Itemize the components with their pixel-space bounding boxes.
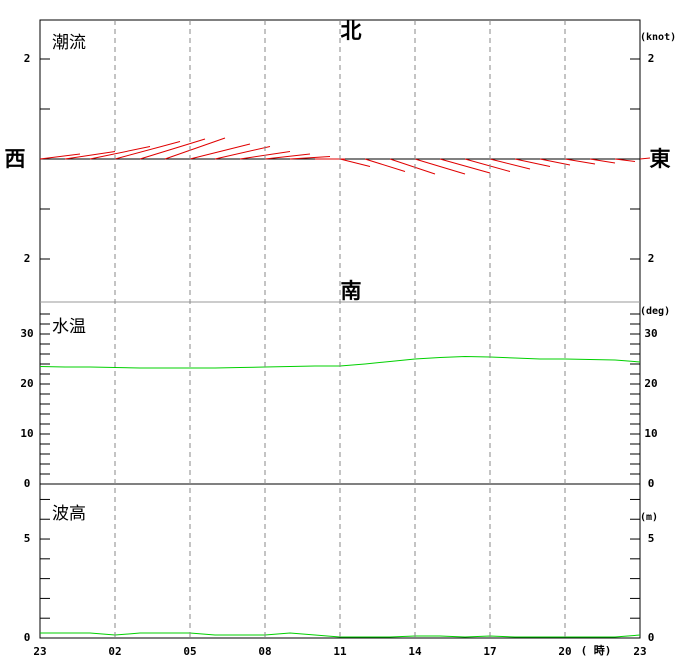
x-tick-label: 20 — [558, 645, 571, 658]
panel-title: 水温 — [52, 317, 86, 337]
y-tick-label: 2 — [648, 252, 655, 265]
current-vector — [414, 158, 466, 175]
y-tick-label: 20 — [20, 377, 33, 390]
current-vector — [389, 158, 436, 175]
line-series — [40, 632, 641, 638]
current-vector — [589, 158, 616, 164]
current-vector — [364, 158, 406, 172]
y-tick-label: 0 — [648, 631, 655, 644]
current-vector — [89, 146, 151, 160]
y-tick-label: 20 — [644, 377, 657, 390]
y-tick-label: 5 — [24, 532, 31, 545]
x-tick-label: 02 — [108, 645, 121, 658]
current-vector — [164, 137, 226, 160]
y-tick-label: 10 — [644, 427, 657, 440]
y-tick-label: 2 — [24, 252, 31, 265]
current-vector — [489, 158, 531, 170]
x-tick-label: 23 — [633, 645, 646, 658]
y-tick-label: 0 — [24, 631, 31, 644]
unit-label: (knot) — [640, 32, 676, 43]
panel-title: 潮流 — [52, 33, 86, 53]
x-tick-label: 05 — [183, 645, 196, 658]
current-vector — [114, 141, 181, 160]
x-tick-label: 08 — [258, 645, 271, 658]
unit-label: (m) — [640, 512, 658, 523]
unit-label: (deg) — [640, 306, 670, 317]
current-vector — [289, 156, 331, 160]
y-tick-label: 30 — [20, 327, 33, 340]
current-vector — [64, 151, 116, 160]
panel-title: 波高 — [52, 504, 86, 524]
current-vector — [214, 146, 271, 160]
direction-north: 北 — [341, 19, 362, 43]
x-tick-label: 11 — [333, 645, 347, 658]
x-tick-label: 14 — [408, 645, 422, 658]
current-vector — [189, 143, 251, 160]
current-vector — [339, 158, 371, 167]
current-vector — [464, 158, 511, 172]
y-tick-label: 5 — [648, 532, 655, 545]
current-vector — [514, 158, 551, 167]
x-tick-label: 23 — [33, 645, 46, 658]
current-vector — [264, 153, 311, 160]
y-tick-label: 0 — [24, 477, 31, 490]
current-vector — [439, 158, 491, 174]
y-tick-label: 30 — [644, 327, 657, 340]
current-vector — [564, 158, 596, 165]
y-tick-label: 2 — [24, 52, 31, 65]
x-unit: ( 時) — [581, 643, 612, 657]
y-tick-label: 10 — [20, 427, 33, 440]
current-vector — [639, 157, 651, 160]
direction-west: 西 — [5, 147, 26, 171]
current-vector — [39, 153, 81, 160]
x-tick-label: 17 — [483, 645, 496, 658]
current-vector — [139, 138, 206, 160]
direction-south: 南 — [341, 279, 362, 303]
y-tick-label: 2 — [648, 52, 655, 65]
current-vector — [614, 158, 636, 162]
y-tick-label: 0 — [648, 477, 655, 490]
direction-east: 東 — [650, 147, 671, 171]
